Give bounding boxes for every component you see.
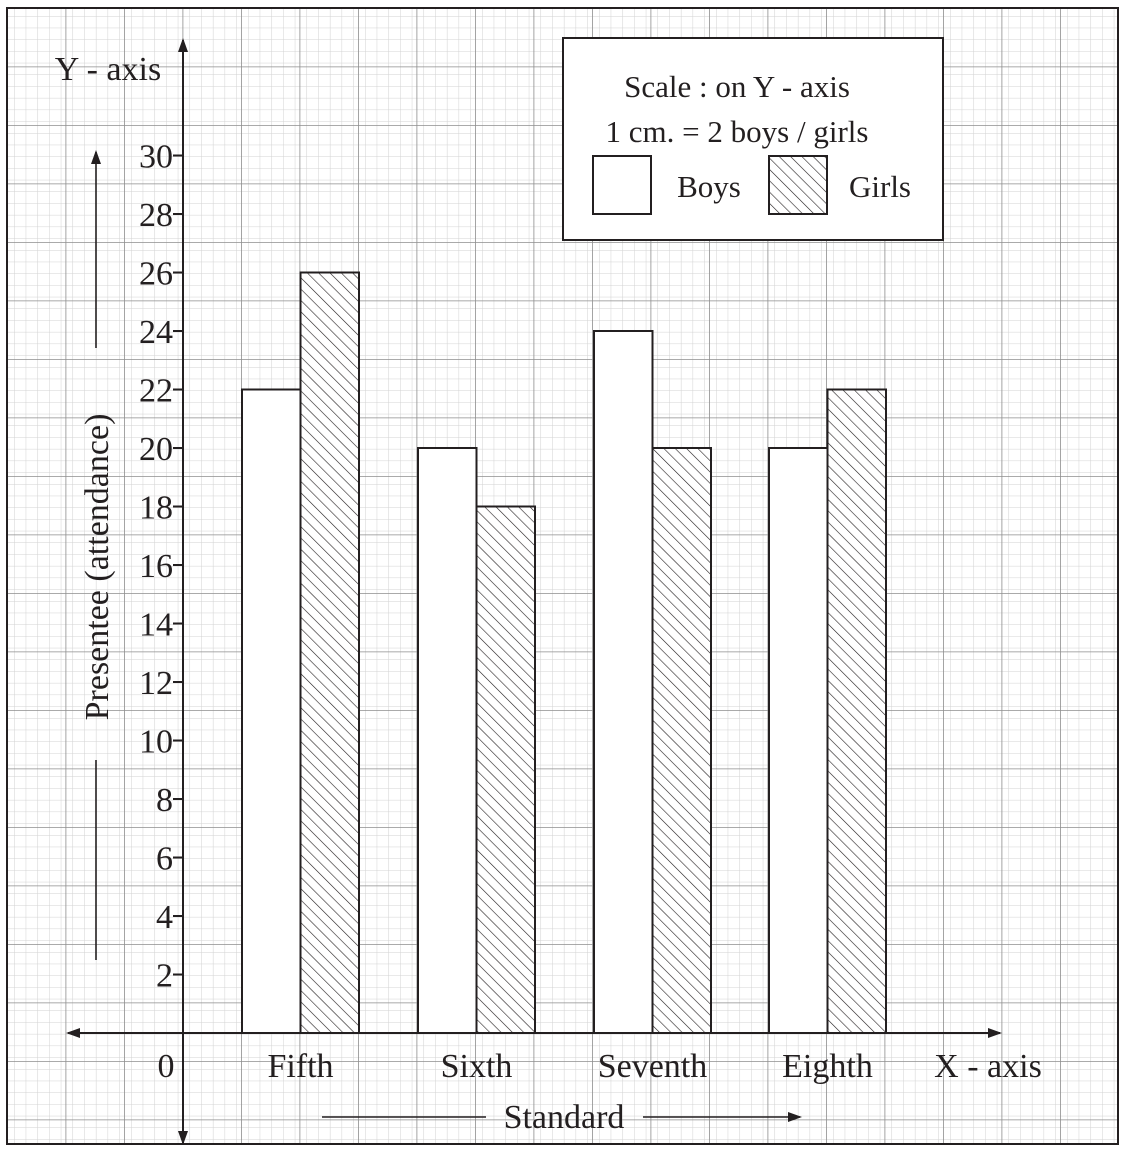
- bar-boys: [768, 447, 829, 1034]
- y-tick-label: 16: [139, 548, 173, 585]
- bar-girls: [475, 505, 536, 1034]
- y-tick-label: 6: [156, 841, 173, 878]
- legend-label-boys: Boys: [677, 169, 741, 204]
- y-tick-label: 20: [139, 431, 173, 468]
- y-axis-name: Y - axis: [55, 51, 161, 88]
- bar-boys: [417, 447, 478, 1034]
- y-tick-label: 30: [139, 139, 173, 176]
- legend-swatch-girls: [768, 155, 828, 215]
- x-category-label: Fifth: [267, 1048, 333, 1085]
- y-tick-label: 10: [139, 724, 173, 761]
- bar-boys: [241, 388, 302, 1034]
- bar-girls: [651, 447, 712, 1034]
- y-tick-label: 8: [156, 782, 173, 819]
- bar-girls: [299, 271, 360, 1034]
- origin-label: 0: [158, 1048, 175, 1085]
- bar-girls: [826, 388, 887, 1034]
- y-tick-label: 28: [139, 197, 173, 234]
- legend: Scale : on Y - axis 1 cm. = 2 boys / girl…: [562, 37, 944, 241]
- legend-scale-line2: 1 cm. = 2 boys / girls: [606, 114, 869, 149]
- x-axis-name: X - axis: [934, 1048, 1042, 1085]
- legend-swatch-boys: [592, 155, 652, 215]
- bar-boys: [593, 330, 654, 1034]
- legend-scale-line1: Scale : on Y - axis: [624, 69, 850, 104]
- y-axis-title: Presentee (attendance): [79, 414, 116, 721]
- y-tick-label: 26: [139, 256, 173, 293]
- y-tick-label: 2: [156, 958, 173, 995]
- x-category-label: Eighth: [782, 1048, 873, 1085]
- y-tick-label: 18: [139, 490, 173, 527]
- y-tick-label: 12: [139, 665, 173, 702]
- y-tick-label: 14: [139, 607, 173, 644]
- bars: [241, 271, 887, 1034]
- y-tick-label: 24: [139, 314, 173, 351]
- y-tick-label: 4: [156, 899, 173, 936]
- y-tick-label: 22: [139, 373, 173, 410]
- x-category-label: Seventh: [598, 1048, 708, 1085]
- x-axis-title: Standard: [504, 1099, 625, 1136]
- x-category-label: Sixth: [441, 1048, 513, 1085]
- legend-label-girls: Girls: [849, 169, 911, 204]
